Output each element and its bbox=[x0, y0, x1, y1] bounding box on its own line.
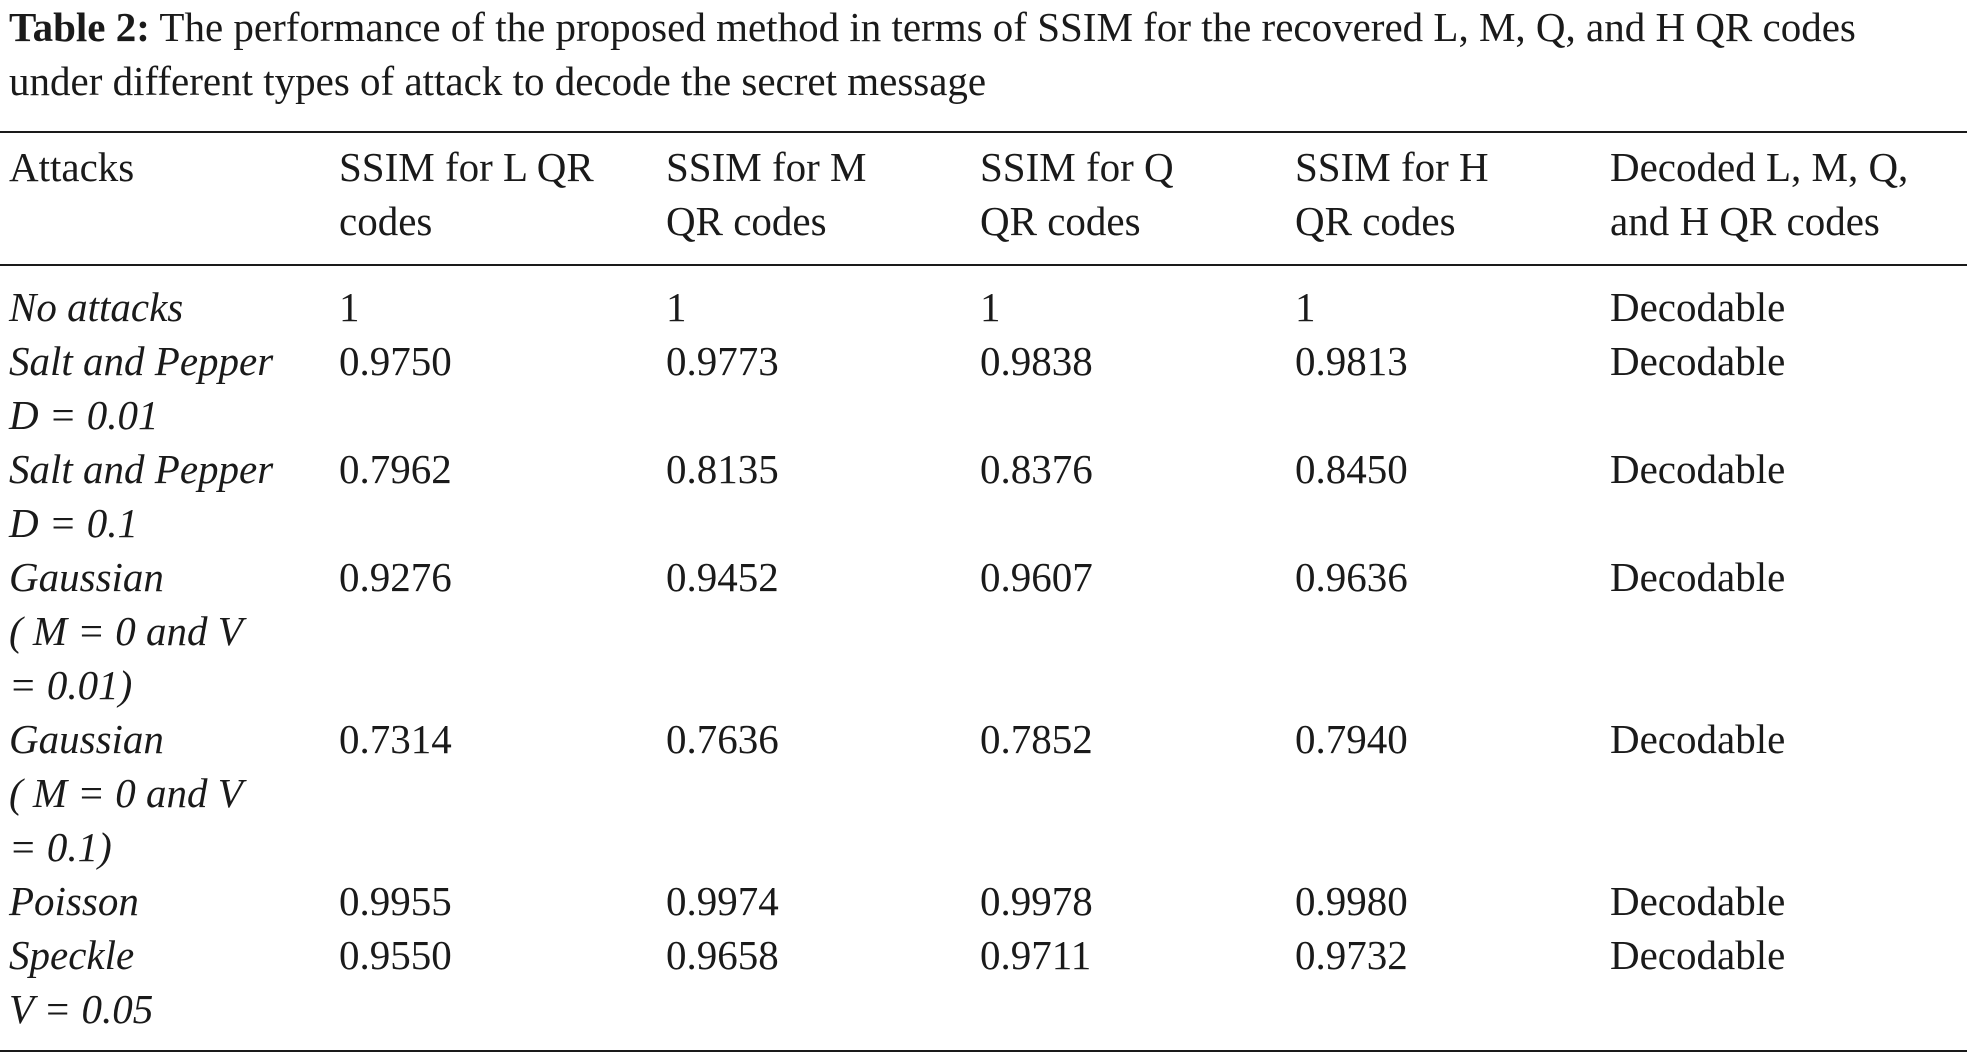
ssim-q-cell: 0.9607 bbox=[980, 554, 1093, 600]
decoded-cell: Decodable bbox=[1610, 554, 1786, 600]
ssim-l-cell: 1 bbox=[339, 284, 360, 330]
table-header-rule bbox=[0, 264, 1967, 266]
attack-cell: Gaussian ( M = 0 and V = 0.1) bbox=[9, 712, 329, 874]
ssim-h-cell: 0.8450 bbox=[1295, 446, 1408, 492]
ssim-h-cell: 1 bbox=[1295, 284, 1316, 330]
header-line: SSIM for Q bbox=[980, 144, 1174, 190]
header-ssim-m: SSIM for M QR codes bbox=[666, 140, 966, 248]
ssim-q-cell: 0.9838 bbox=[980, 338, 1093, 384]
ssim-q-cell: 0.7852 bbox=[980, 716, 1093, 762]
header-ssim-l: SSIM for L QR codes bbox=[339, 140, 659, 248]
decoded-cell: Decodable bbox=[1610, 716, 1786, 762]
decoded-cell: Decodable bbox=[1610, 878, 1786, 924]
attack-line: V = 0.05 bbox=[9, 986, 154, 1032]
decoded-cell: Decodable bbox=[1610, 446, 1786, 492]
ssim-h-cell: 0.9980 bbox=[1295, 878, 1408, 924]
attack-line: ( M = 0 and V bbox=[9, 770, 243, 816]
ssim-l-cell: 0.9750 bbox=[339, 338, 452, 384]
attack-line: Speckle bbox=[9, 932, 135, 978]
table-top-rule bbox=[0, 131, 1967, 133]
header-line: QR codes bbox=[980, 198, 1141, 244]
attack-cell: Salt and Pepper D = 0.1 bbox=[9, 442, 329, 550]
header-line: QR codes bbox=[1295, 198, 1456, 244]
ssim-m-cell: 1 bbox=[666, 284, 687, 330]
ssim-m-cell: 0.8135 bbox=[666, 446, 779, 492]
ssim-m-cell: 0.7636 bbox=[666, 716, 779, 762]
table-caption: Table 2: The performance of the proposed… bbox=[9, 0, 1959, 108]
decoded-cell: Decodable bbox=[1610, 338, 1786, 384]
ssim-h-cell: 0.7940 bbox=[1295, 716, 1408, 762]
attack-cell: No attacks bbox=[9, 280, 329, 334]
decoded-cell: Decodable bbox=[1610, 284, 1786, 330]
ssim-m-cell: 0.9974 bbox=[666, 878, 779, 924]
header-ssim-q: SSIM for Q QR codes bbox=[980, 140, 1280, 248]
ssim-m-cell: 0.9658 bbox=[666, 932, 779, 978]
ssim-h-cell: 0.9813 bbox=[1295, 338, 1408, 384]
header-line: and H QR codes bbox=[1610, 198, 1880, 244]
ssim-l-cell: 0.9276 bbox=[339, 554, 452, 600]
ssim-q-cell: 0.9711 bbox=[980, 932, 1092, 978]
header-line: SSIM for H bbox=[1295, 144, 1489, 190]
attack-line: Gaussian bbox=[9, 716, 164, 762]
table-caption-text: The performance of the proposed method i… bbox=[9, 4, 1856, 104]
attack-line: ( M = 0 and V bbox=[9, 608, 243, 654]
attack-cell: Gaussian ( M = 0 and V = 0.01) bbox=[9, 550, 329, 712]
attack-line: Poisson bbox=[9, 878, 139, 924]
header-line: SSIM for M bbox=[666, 144, 867, 190]
header-line: codes bbox=[339, 198, 433, 244]
attack-line: Salt and Pepper bbox=[9, 338, 274, 384]
ssim-q-cell: 0.9978 bbox=[980, 878, 1093, 924]
header-line: Decoded L, M, Q, bbox=[1610, 144, 1909, 190]
ssim-m-cell: 0.9773 bbox=[666, 338, 779, 384]
decoded-cell: Decodable bbox=[1610, 932, 1786, 978]
ssim-h-cell: 0.9636 bbox=[1295, 554, 1408, 600]
ssim-l-cell: 0.7314 bbox=[339, 716, 452, 762]
attack-line: = 0.1) bbox=[9, 824, 112, 870]
ssim-q-cell: 0.8376 bbox=[980, 446, 1093, 492]
attack-line: = 0.01) bbox=[9, 662, 133, 708]
table-bottom-rule bbox=[0, 1050, 1967, 1052]
attack-line: Gaussian bbox=[9, 554, 164, 600]
attack-cell: Poisson bbox=[9, 874, 329, 928]
attack-line: D = 0.01 bbox=[9, 392, 159, 438]
table-caption-label: Table 2: bbox=[9, 4, 150, 50]
ssim-h-cell: 0.9732 bbox=[1295, 932, 1408, 978]
ssim-l-cell: 0.7962 bbox=[339, 446, 452, 492]
header-line: QR codes bbox=[666, 198, 827, 244]
header-ssim-h: SSIM for H QR codes bbox=[1295, 140, 1595, 248]
attack-cell: Salt and Pepper D = 0.01 bbox=[9, 334, 329, 442]
header-line: Attacks bbox=[9, 144, 135, 190]
attack-line: Salt and Pepper bbox=[9, 446, 274, 492]
attack-line: No attacks bbox=[9, 284, 184, 330]
header-line: SSIM for L QR bbox=[339, 144, 594, 190]
ssim-l-cell: 0.9550 bbox=[339, 932, 452, 978]
attack-line: D = 0.1 bbox=[9, 500, 139, 546]
ssim-m-cell: 0.9452 bbox=[666, 554, 779, 600]
header-decoded: Decoded L, M, Q, and H QR codes bbox=[1610, 140, 1967, 248]
ssim-l-cell: 0.9955 bbox=[339, 878, 452, 924]
ssim-q-cell: 1 bbox=[980, 284, 1001, 330]
header-attacks: Attacks bbox=[9, 140, 329, 194]
attack-cell: Speckle V = 0.05 bbox=[9, 928, 329, 1036]
